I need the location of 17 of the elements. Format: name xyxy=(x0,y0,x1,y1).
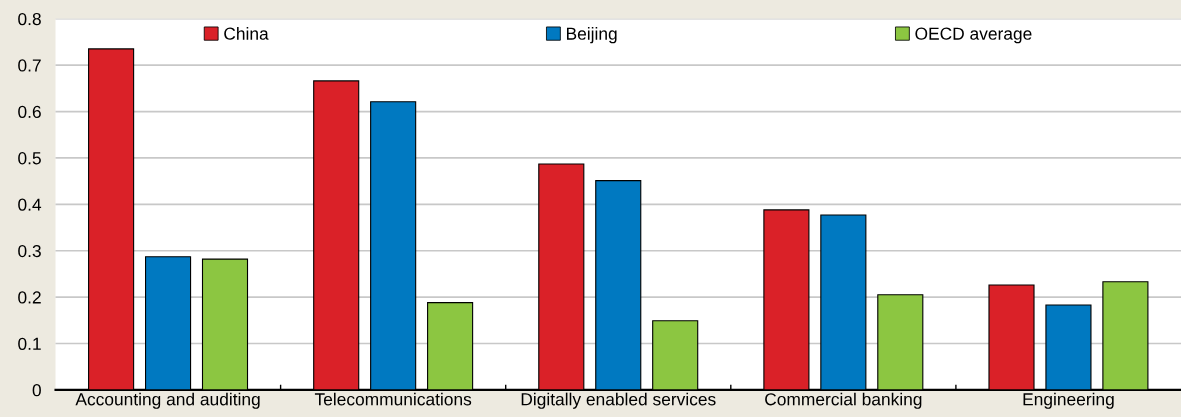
legend-label: Beijing xyxy=(566,27,617,44)
y-tick-label: 0.8 xyxy=(18,12,41,26)
legend-label: OECD average xyxy=(915,27,1032,44)
y-tick-label: 0.6 xyxy=(18,105,41,119)
x-tick-label: Engineering xyxy=(1023,392,1114,409)
x-tick-label: Accounting and auditing xyxy=(75,392,260,409)
x-tick-label: Digitally enabled services xyxy=(521,392,716,409)
y-tick-label: 0.7 xyxy=(18,59,41,72)
y-tick-label: 0 xyxy=(32,384,41,397)
x-tick-label: Telecommunications xyxy=(314,392,472,406)
legend-label: China xyxy=(224,27,269,40)
y-tick-label: 0.5 xyxy=(18,152,41,165)
y-tick-label: 0.2 xyxy=(18,291,41,304)
y-tick-label: 0.1 xyxy=(18,337,41,350)
y-tick-label: 0.4 xyxy=(18,198,42,211)
y-tick-label: 0.3 xyxy=(18,244,41,258)
x-tick-label: Commercial banking xyxy=(765,392,922,409)
